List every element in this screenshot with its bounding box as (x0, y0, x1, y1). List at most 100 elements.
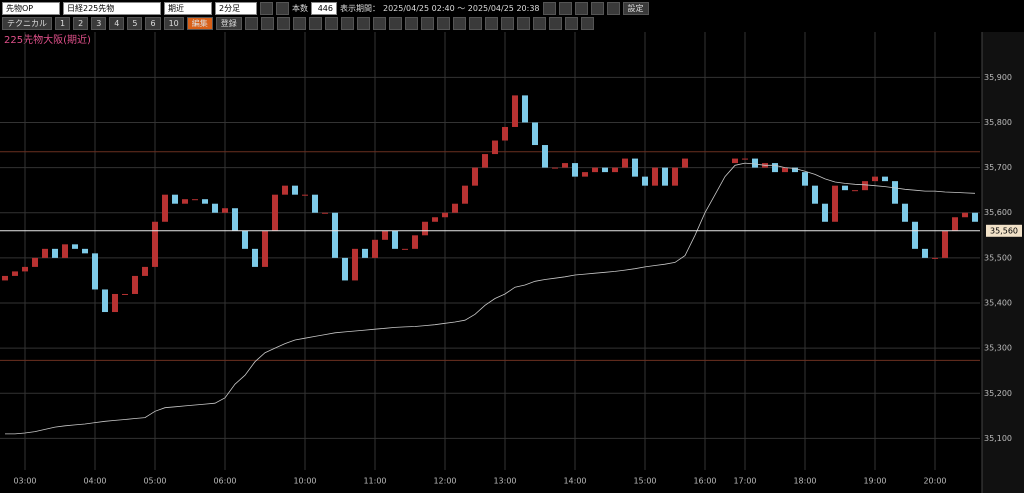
candle (482, 154, 488, 168)
candle (292, 185, 298, 195)
slot-button[interactable]: 5 (127, 17, 143, 30)
tool-icon[interactable] (324, 17, 338, 30)
candle (372, 239, 378, 258)
candle (792, 167, 798, 173)
candle (102, 289, 108, 313)
candle (522, 95, 528, 123)
count-label: 本数 (292, 4, 308, 13)
candle (422, 221, 428, 236)
candle (382, 230, 388, 240)
technical-button[interactable]: テクニカル (2, 17, 52, 30)
candle (132, 275, 138, 294)
period: 2025/04/25 02:40 ～ 2025/04/25 20:38 (383, 4, 540, 13)
icon[interactable] (606, 2, 620, 15)
settings-button[interactable]: 設定 (622, 2, 649, 15)
candle (322, 212, 328, 214)
candle (562, 163, 568, 168)
next-button[interactable] (276, 2, 289, 15)
count-input[interactable]: 446 (311, 2, 337, 15)
candle (242, 230, 248, 249)
candle (472, 167, 478, 186)
tool-icon[interactable] (468, 17, 482, 30)
candle (642, 176, 648, 186)
tool-icon[interactable] (452, 17, 466, 30)
candle (462, 185, 468, 204)
candle (442, 212, 448, 218)
tool-icon[interactable] (580, 17, 594, 30)
y-tick-label: 35,500 (984, 253, 1012, 262)
tool-icon[interactable] (340, 17, 354, 30)
candle (212, 203, 218, 213)
candle (892, 181, 898, 204)
tool-icon[interactable] (500, 17, 514, 30)
candle (202, 199, 208, 204)
tool-icon[interactable] (276, 17, 290, 30)
candle (882, 176, 888, 182)
candle (622, 158, 628, 168)
axis-panel (982, 32, 1024, 493)
x-tick-label: 13:00 (493, 477, 516, 486)
x-tick-label: 18:00 (793, 477, 816, 486)
candle (182, 199, 188, 204)
prev-button[interactable] (260, 2, 273, 15)
x-tick-label: 11:00 (363, 477, 386, 486)
chart-title: 225先物大阪(期近) (4, 33, 91, 46)
icon[interactable] (590, 2, 604, 15)
x-tick-label: 03:00 (13, 477, 36, 486)
tool-icon[interactable] (388, 17, 402, 30)
register-button[interactable]: 登録 (215, 17, 242, 30)
slot-button[interactable]: 1 (55, 17, 71, 30)
slot-button[interactable]: 2 (73, 17, 89, 30)
tool-icon[interactable] (404, 17, 418, 30)
tool-icon[interactable] (436, 17, 450, 30)
candle (552, 167, 558, 169)
tool-icon[interactable] (244, 17, 258, 30)
slot-button[interactable]: 6 (145, 17, 161, 30)
price-tag (986, 224, 1022, 237)
candle (232, 208, 238, 231)
tool-icon[interactable] (420, 17, 434, 30)
tool-icon[interactable] (356, 17, 370, 30)
icon[interactable] (558, 2, 572, 15)
candle (172, 194, 178, 204)
tool-icon[interactable] (260, 17, 274, 30)
tool-icon[interactable] (292, 17, 306, 30)
interval-select[interactable]: 2分足 (215, 2, 257, 15)
candle (862, 181, 868, 191)
candle (32, 257, 38, 267)
candle (122, 293, 128, 295)
tool-icon[interactable] (548, 17, 562, 30)
icon[interactable] (574, 2, 588, 15)
tool-icon[interactable] (516, 17, 530, 30)
x-tick-label: 15:00 (633, 477, 656, 486)
candle (772, 163, 778, 173)
tool-icon[interactable] (532, 17, 546, 30)
slot-button[interactable]: 3 (91, 17, 107, 30)
candle (2, 275, 8, 281)
candle (312, 194, 318, 213)
slot-button[interactable]: 4 (109, 17, 125, 30)
contract-select[interactable]: 期近 (164, 2, 212, 15)
candle (342, 257, 348, 281)
candle (392, 230, 398, 249)
candle (912, 221, 918, 249)
slot-button[interactable]: 10 (163, 17, 184, 30)
product-select[interactable]: 日経225先物 (63, 2, 161, 15)
tool-icon[interactable] (372, 17, 386, 30)
tool-icon[interactable] (484, 17, 498, 30)
icon[interactable] (542, 2, 556, 15)
candle (742, 158, 748, 160)
x-tick-label: 06:00 (213, 477, 236, 486)
tool-icon[interactable] (564, 17, 578, 30)
toolbar-row-2: テクニカル 1 2 3 4 5 6 10 編集 登録 (0, 16, 1024, 31)
tool-icon[interactable] (308, 17, 322, 30)
market-select[interactable]: 先物OP (2, 2, 60, 15)
y-tick-label: 35,800 (984, 118, 1012, 127)
candle (42, 248, 48, 258)
candle (222, 208, 228, 213)
y-tick-label: 35,300 (984, 344, 1012, 353)
candle (592, 167, 598, 173)
edit-button[interactable]: 編集 (186, 17, 213, 30)
candle (612, 167, 618, 173)
